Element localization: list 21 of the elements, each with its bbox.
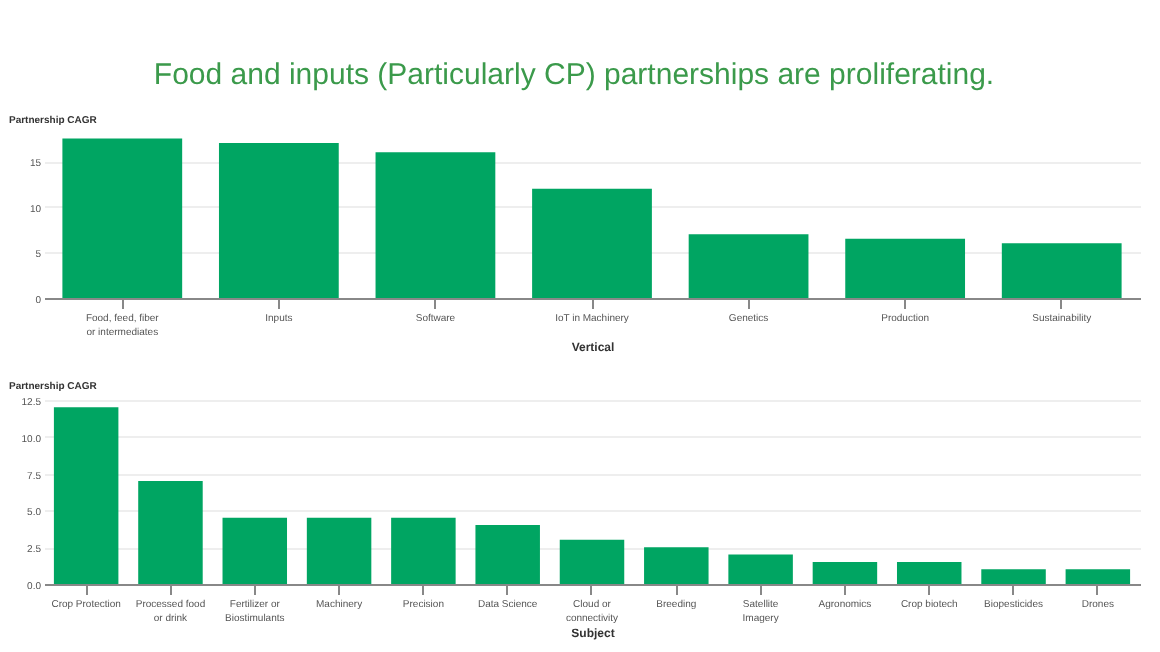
bar bbox=[728, 554, 793, 584]
bar bbox=[306, 517, 372, 584]
bar bbox=[688, 234, 809, 298]
bar bbox=[218, 143, 339, 298]
bar bbox=[62, 138, 183, 298]
bar bbox=[222, 517, 288, 584]
bar bbox=[375, 152, 496, 298]
bar bbox=[475, 525, 540, 584]
bar bbox=[1001, 243, 1122, 298]
bar bbox=[53, 407, 119, 584]
bar bbox=[845, 238, 966, 298]
bar bbox=[559, 539, 625, 584]
bar bbox=[812, 561, 878, 584]
chart-title: Food and inputs (Particularly CP) partnerships are proliferating. bbox=[153, 58, 995, 92]
bar bbox=[644, 547, 709, 584]
bar bbox=[896, 561, 962, 584]
bar bbox=[138, 480, 203, 584]
bar bbox=[1065, 569, 1131, 584]
bar bbox=[981, 569, 1046, 584]
bar bbox=[532, 188, 652, 298]
bar bbox=[391, 517, 456, 584]
